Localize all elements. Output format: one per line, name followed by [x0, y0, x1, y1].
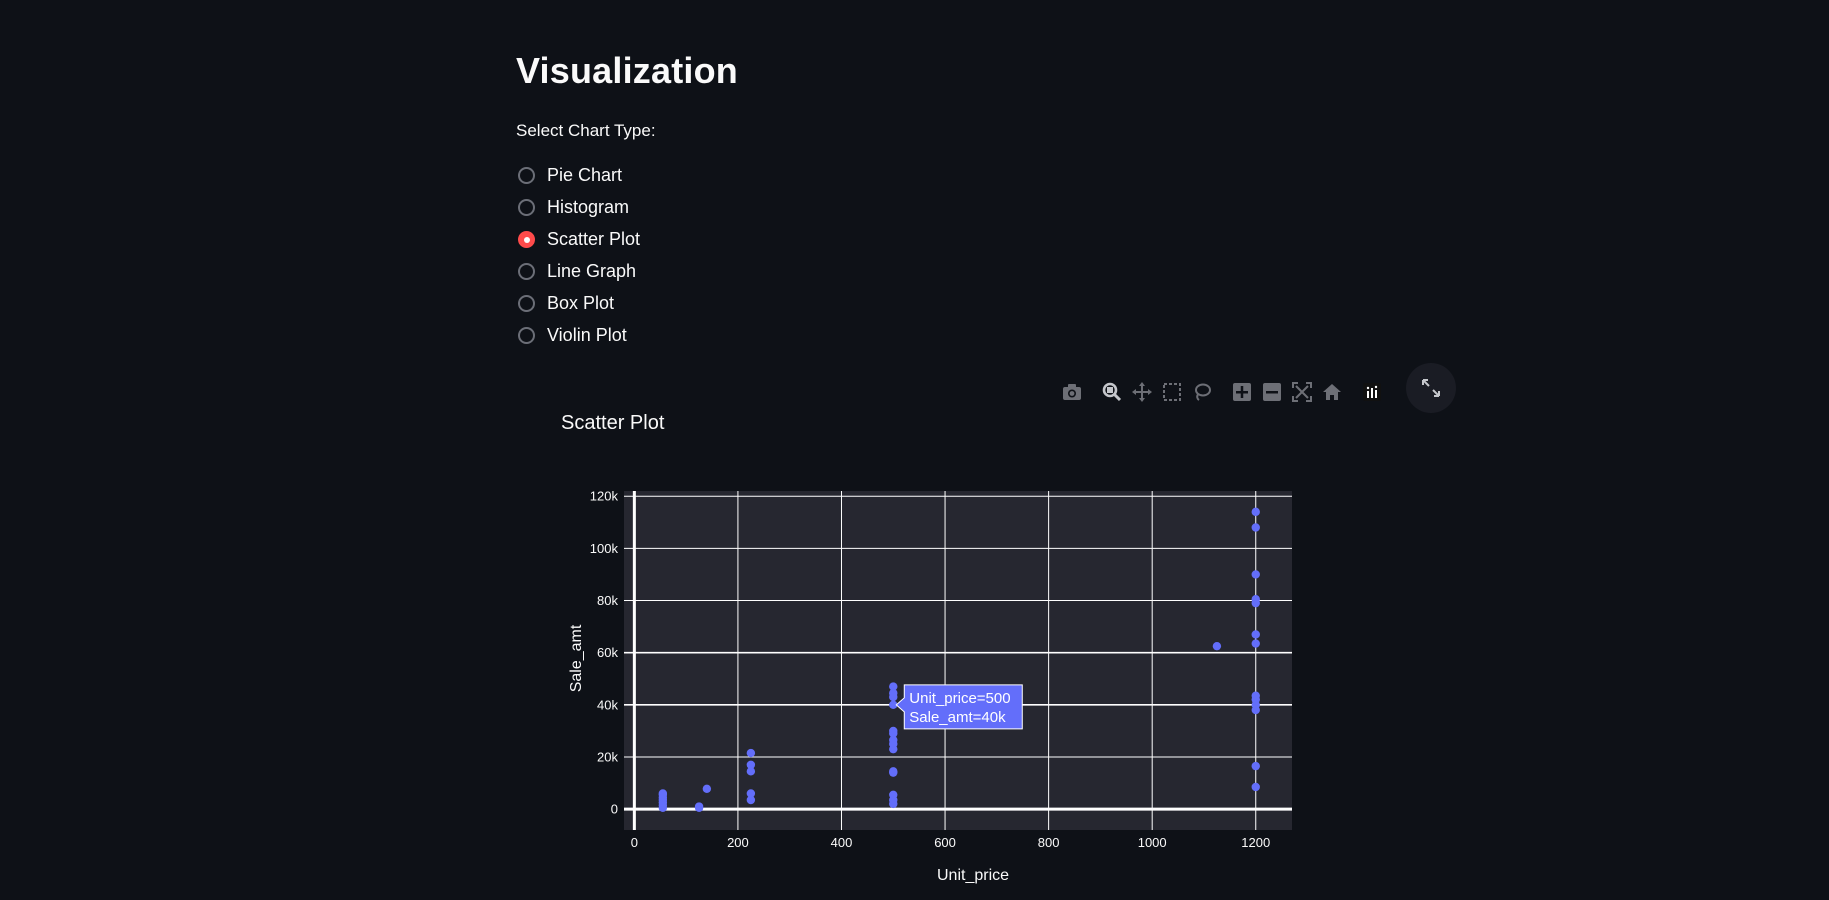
data-point[interactable]	[747, 789, 755, 797]
radio-option-label: Line Graph	[547, 261, 636, 282]
radio-option-label: Scatter Plot	[547, 229, 640, 250]
radio-option-violin-plot[interactable]: Violin Plot	[518, 319, 640, 351]
radio-option-label: Pie Chart	[547, 165, 622, 186]
radio-option-pie-chart[interactable]: Pie Chart	[518, 159, 640, 191]
y-tick-label: 100k	[590, 541, 619, 556]
y-axis-title: Sale_amt	[568, 624, 585, 692]
data-point[interactable]	[1252, 595, 1260, 603]
radio-button[interactable]	[518, 295, 535, 312]
hover-tooltip-line: Sale_amt=40k	[909, 709, 1006, 726]
data-point[interactable]	[1252, 762, 1260, 770]
data-point[interactable]	[695, 802, 703, 810]
data-point[interactable]	[1252, 692, 1260, 700]
data-point[interactable]	[1252, 783, 1260, 791]
plot-background	[624, 491, 1292, 830]
radio-option-line-graph[interactable]: Line Graph	[518, 255, 640, 287]
data-point[interactable]	[703, 785, 711, 793]
radio-button[interactable]	[518, 263, 535, 280]
data-point[interactable]	[747, 749, 755, 757]
x-tick-label: 1200	[1241, 835, 1270, 850]
data-point[interactable]	[889, 727, 897, 735]
radio-option-box-plot[interactable]: Box Plot	[518, 287, 640, 319]
data-point[interactable]	[659, 789, 667, 797]
x-tick-label: 200	[727, 835, 749, 850]
hover-tooltip-line: Unit_price=500	[909, 690, 1010, 707]
x-tick-label: 1000	[1138, 835, 1167, 850]
x-tick-label: 800	[1038, 835, 1060, 850]
y-tick-label: 20k	[597, 749, 618, 764]
radio-option-scatter-plot[interactable]: Scatter Plot	[518, 223, 640, 255]
data-point[interactable]	[889, 682, 897, 690]
chart-type-radio-group: Pie Chart Histogram Scatter Plot Line Gr…	[518, 159, 640, 351]
radio-button[interactable]	[518, 327, 535, 344]
data-point[interactable]	[1252, 523, 1260, 531]
y-tick-label: 40k	[597, 697, 618, 712]
x-axis-title: Unit_price	[937, 867, 1009, 884]
y-tick-label: 0	[611, 802, 618, 817]
scatter-plot[interactable]: 0 200 400 600 800 1000 1200 0 20k 40k 60k 80k 100k 12…	[516, 355, 1456, 900]
radio-option-histogram[interactable]: Histogram	[518, 191, 640, 223]
data-point[interactable]	[1252, 639, 1260, 647]
radio-option-label: Box Plot	[547, 293, 614, 314]
y-tick-label: 60k	[597, 645, 618, 660]
radio-button[interactable]	[518, 199, 535, 216]
data-point[interactable]	[747, 761, 755, 769]
radio-button-selected[interactable]	[518, 231, 535, 248]
plotly-chart-container: Scatter Plot 0 200 400 600 800 1000 1200 0 20k 40…	[516, 355, 1456, 900]
x-tick-label: 0	[631, 835, 638, 850]
data-point[interactable]	[1252, 508, 1260, 516]
y-tick-label: 80k	[597, 593, 618, 608]
data-point[interactable]	[889, 767, 897, 775]
radio-option-label: Violin Plot	[547, 325, 627, 346]
chart-type-label: Select Chart Type:	[516, 121, 656, 141]
y-tick-label: 120k	[590, 489, 619, 504]
main-content: Visualization Select Chart Type: Pie Cha…	[516, 0, 1456, 900]
data-point[interactable]	[1252, 630, 1260, 638]
radio-option-label: Histogram	[547, 197, 629, 218]
x-tick-label: 400	[831, 835, 853, 850]
data-point[interactable]	[1252, 570, 1260, 578]
radio-button[interactable]	[518, 167, 535, 184]
x-tick-label: 600	[934, 835, 956, 850]
page-title: Visualization	[516, 50, 738, 92]
data-point[interactable]	[1213, 642, 1221, 650]
data-point[interactable]	[889, 791, 897, 799]
